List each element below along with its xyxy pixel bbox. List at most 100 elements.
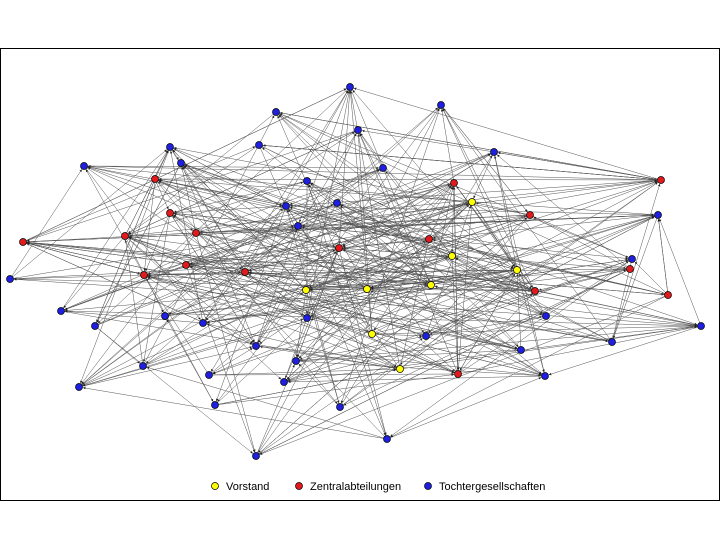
edge	[299, 214, 659, 360]
edge	[60, 150, 168, 312]
edge	[244, 153, 491, 273]
edge	[87, 165, 473, 203]
edge	[185, 204, 334, 266]
edge	[158, 177, 662, 181]
node	[490, 148, 498, 156]
edge	[22, 146, 256, 243]
edge	[308, 184, 368, 290]
edge	[173, 214, 459, 375]
edge	[287, 315, 547, 382]
node	[542, 312, 550, 320]
edge	[259, 268, 631, 455]
edge	[60, 227, 295, 312]
node	[468, 198, 476, 206]
node	[379, 164, 387, 172]
edge	[310, 182, 536, 292]
edge	[516, 269, 545, 373]
edge	[259, 294, 669, 455]
edge	[63, 235, 126, 309]
node	[626, 265, 634, 273]
node	[654, 211, 662, 219]
legend-label: Zentralabteilungen	[310, 481, 401, 493]
edge	[342, 249, 432, 286]
node	[368, 330, 376, 338]
edge	[305, 289, 518, 350]
edge	[244, 90, 349, 273]
node	[80, 162, 88, 170]
edge	[94, 169, 380, 327]
edge	[259, 345, 401, 370]
edge	[459, 269, 518, 371]
edge	[366, 288, 609, 342]
node	[255, 141, 263, 149]
edge	[13, 278, 702, 327]
edge	[301, 226, 536, 292]
edge	[124, 181, 304, 237]
edge	[305, 250, 337, 291]
edge	[339, 182, 658, 408]
edge	[428, 214, 531, 334]
edge	[185, 264, 518, 350]
edge	[145, 212, 171, 272]
edge	[212, 269, 518, 375]
edge	[283, 216, 655, 383]
edge	[310, 318, 373, 335]
edge	[342, 182, 455, 247]
edge	[457, 293, 533, 375]
node	[531, 287, 539, 295]
node	[513, 266, 521, 274]
edge	[143, 274, 214, 402]
edge	[206, 323, 401, 370]
edge	[309, 214, 531, 290]
edge	[370, 290, 546, 377]
edge	[298, 363, 341, 408]
legend-swatch	[211, 482, 219, 490]
node	[346, 83, 354, 91]
node	[335, 244, 343, 252]
edge	[185, 264, 255, 453]
edge	[657, 218, 669, 296]
edge	[181, 166, 197, 234]
edge	[64, 269, 518, 312]
edge	[442, 108, 536, 292]
edge	[64, 264, 187, 310]
edge	[305, 289, 340, 404]
edge	[154, 178, 655, 216]
edge	[496, 154, 631, 270]
edge	[305, 180, 658, 291]
edge	[425, 216, 655, 337]
edge	[295, 289, 307, 358]
edge	[208, 367, 397, 376]
node	[241, 268, 249, 276]
edge	[259, 201, 473, 344]
edge	[128, 236, 246, 273]
edge	[185, 264, 609, 343]
edge	[430, 215, 655, 286]
edge	[287, 375, 546, 384]
edge	[22, 88, 347, 243]
edge	[248, 271, 368, 290]
edge	[248, 201, 473, 272]
edge	[172, 149, 307, 291]
edge	[529, 214, 629, 258]
edge	[371, 333, 455, 373]
edge	[309, 268, 631, 291]
edge	[147, 276, 401, 370]
edge	[275, 111, 532, 289]
edge	[255, 133, 357, 347]
edge	[399, 272, 515, 370]
edge	[659, 218, 702, 327]
node	[177, 159, 185, 167]
edge	[158, 180, 368, 290]
edge	[286, 209, 341, 408]
edge	[195, 232, 428, 285]
edge	[371, 269, 627, 335]
node	[303, 177, 311, 185]
edge	[283, 325, 698, 383]
edge	[158, 179, 669, 296]
edge	[255, 364, 295, 457]
edge	[305, 289, 609, 343]
edge	[453, 182, 515, 267]
legend-swatch	[424, 482, 432, 490]
